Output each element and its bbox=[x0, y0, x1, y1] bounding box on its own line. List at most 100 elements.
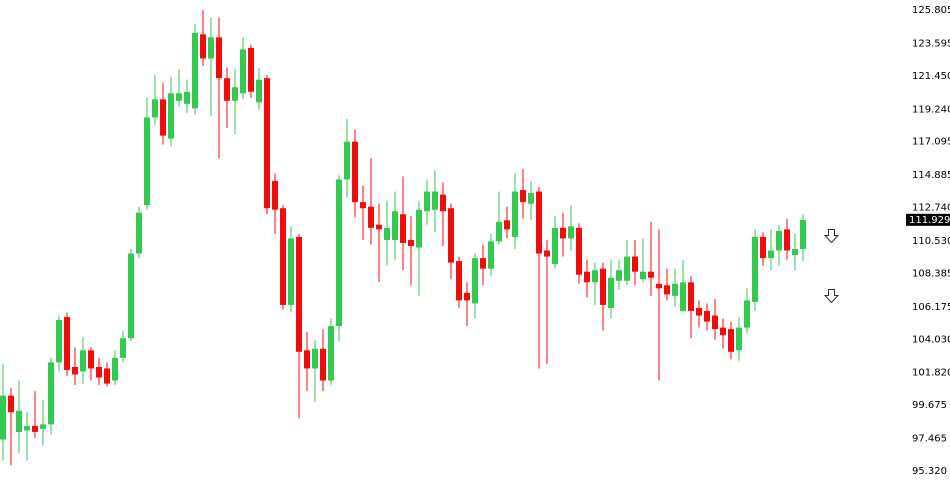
candle-body bbox=[712, 315, 718, 330]
candle-body bbox=[528, 193, 534, 204]
candle-body bbox=[320, 348, 326, 381]
candle-body bbox=[352, 141, 358, 203]
candle-body bbox=[280, 208, 286, 305]
y-tick-label: 104.030 bbox=[912, 334, 950, 345]
candle-body bbox=[296, 236, 302, 352]
candle-body bbox=[120, 338, 126, 358]
candle-body bbox=[328, 326, 334, 381]
y-tick-label: 112.740 bbox=[912, 203, 950, 214]
candle-body bbox=[664, 285, 670, 295]
candle-body bbox=[104, 368, 110, 384]
y-tick-label: 108.385 bbox=[912, 268, 950, 279]
candle-body bbox=[480, 258, 486, 269]
candle-body bbox=[64, 317, 70, 370]
candle-body bbox=[432, 191, 438, 210]
candle-body bbox=[232, 87, 238, 101]
candle-body bbox=[72, 366, 78, 375]
candle-body bbox=[312, 348, 318, 369]
candle-body bbox=[608, 277, 614, 308]
candle-body bbox=[568, 226, 574, 239]
candle-body bbox=[272, 180, 278, 210]
candle-body bbox=[408, 239, 414, 246]
candle-body bbox=[96, 366, 102, 378]
y-tick-label: 121.450 bbox=[912, 71, 950, 82]
price-axis: 125.805 123.595 121.450 119.240 117.095 114.8… bbox=[905, 5, 950, 477]
candle-body bbox=[48, 362, 54, 425]
down-arrow bbox=[823, 229, 840, 244]
candle-body bbox=[32, 425, 38, 432]
candle-body bbox=[440, 194, 446, 212]
candle-body bbox=[112, 357, 118, 381]
candle-body bbox=[416, 209, 422, 248]
candle-body bbox=[136, 212, 142, 254]
candle-body bbox=[184, 91, 190, 104]
candle-body bbox=[40, 424, 46, 429]
candle-body bbox=[504, 220, 510, 230]
candle-body bbox=[168, 93, 174, 139]
candle-body bbox=[256, 79, 262, 103]
candle-body bbox=[128, 253, 134, 339]
candle-body bbox=[448, 208, 454, 263]
y-tick-label: 125.805 bbox=[912, 5, 950, 16]
candle-body bbox=[464, 292, 470, 301]
candle-body bbox=[264, 78, 270, 209]
candle-body bbox=[384, 227, 390, 240]
y-tick-label: 106.175 bbox=[912, 302, 950, 313]
candle-body bbox=[456, 261, 462, 301]
candles bbox=[0, 10, 806, 466]
candle-body bbox=[208, 37, 214, 59]
candle-body bbox=[376, 224, 382, 230]
candle-body bbox=[672, 283, 678, 296]
candle-body bbox=[752, 236, 758, 302]
candle-body bbox=[744, 300, 750, 328]
candle-body bbox=[24, 425, 30, 431]
y-tick-label: 114.885 bbox=[912, 170, 950, 181]
candle-body bbox=[624, 256, 630, 281]
candle-body bbox=[584, 271, 590, 283]
candle-body bbox=[688, 282, 694, 311]
candle-body bbox=[632, 256, 638, 272]
candle-body bbox=[360, 202, 366, 209]
candle-body bbox=[80, 350, 86, 372]
y-tick-label: 97.465 bbox=[912, 434, 947, 445]
current-price-label: 111.929 bbox=[909, 215, 950, 226]
candle-body bbox=[648, 271, 654, 278]
candle-body bbox=[600, 268, 606, 305]
candle-body bbox=[576, 227, 582, 275]
candle-body bbox=[656, 283, 662, 289]
candle-body bbox=[368, 206, 374, 228]
candle-body bbox=[760, 236, 766, 259]
candle-body bbox=[392, 211, 398, 240]
candle-body bbox=[544, 250, 550, 257]
y-tick-label: 95.320 bbox=[912, 466, 947, 477]
candle-body bbox=[336, 179, 342, 327]
candle-body bbox=[640, 271, 646, 280]
candle-body bbox=[728, 329, 734, 352]
candle-body bbox=[192, 32, 198, 109]
candle-body bbox=[144, 117, 150, 206]
candle-body bbox=[800, 219, 806, 250]
candle-body bbox=[424, 191, 430, 212]
y-tick-label: 123.595 bbox=[912, 38, 950, 49]
candle-body bbox=[768, 250, 774, 259]
candle-body bbox=[552, 227, 558, 265]
candle-body bbox=[8, 395, 14, 413]
candle-body bbox=[88, 350, 94, 369]
candle-body bbox=[240, 49, 246, 94]
signal-arrows bbox=[823, 229, 840, 304]
candle-body bbox=[704, 310, 710, 322]
candle-body bbox=[784, 229, 790, 251]
candle-body bbox=[0, 395, 6, 440]
y-tick-label: 110.530 bbox=[912, 236, 950, 247]
candle-body bbox=[160, 99, 166, 136]
candle-body bbox=[56, 320, 62, 363]
candle-body bbox=[496, 221, 502, 242]
y-tick-label: 99.675 bbox=[912, 400, 947, 411]
candle-body bbox=[512, 191, 518, 237]
candle-body bbox=[344, 141, 350, 180]
candle-body bbox=[520, 190, 526, 203]
candle-body bbox=[16, 410, 22, 432]
candle-body bbox=[488, 241, 494, 269]
